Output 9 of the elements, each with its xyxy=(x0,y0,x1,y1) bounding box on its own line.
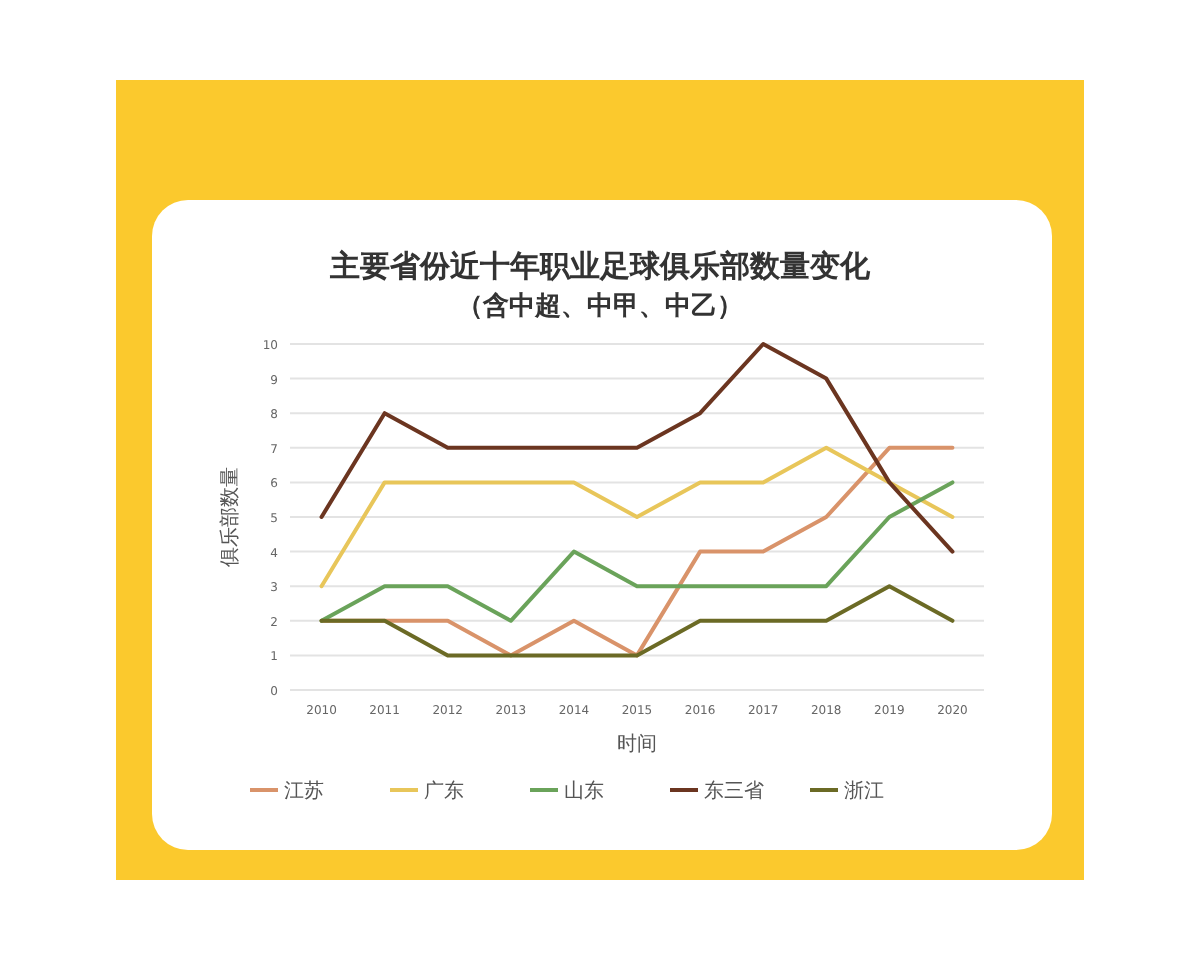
y-axis-title: 俱乐部数量 xyxy=(218,467,242,567)
legend-label: 浙江 xyxy=(844,779,884,803)
x-axis-title: 时间 xyxy=(617,732,657,756)
chart-title: 主要省份近十年职业足球俱乐部数量变化 xyxy=(328,248,872,284)
legend-label: 东三省 xyxy=(704,779,764,803)
legend-label: 广东 xyxy=(424,779,464,803)
chart-subtitle: （含中超、中甲、中乙） xyxy=(457,290,743,322)
legend-label: 山东 xyxy=(564,779,604,803)
legend-label: 江苏 xyxy=(284,779,324,803)
